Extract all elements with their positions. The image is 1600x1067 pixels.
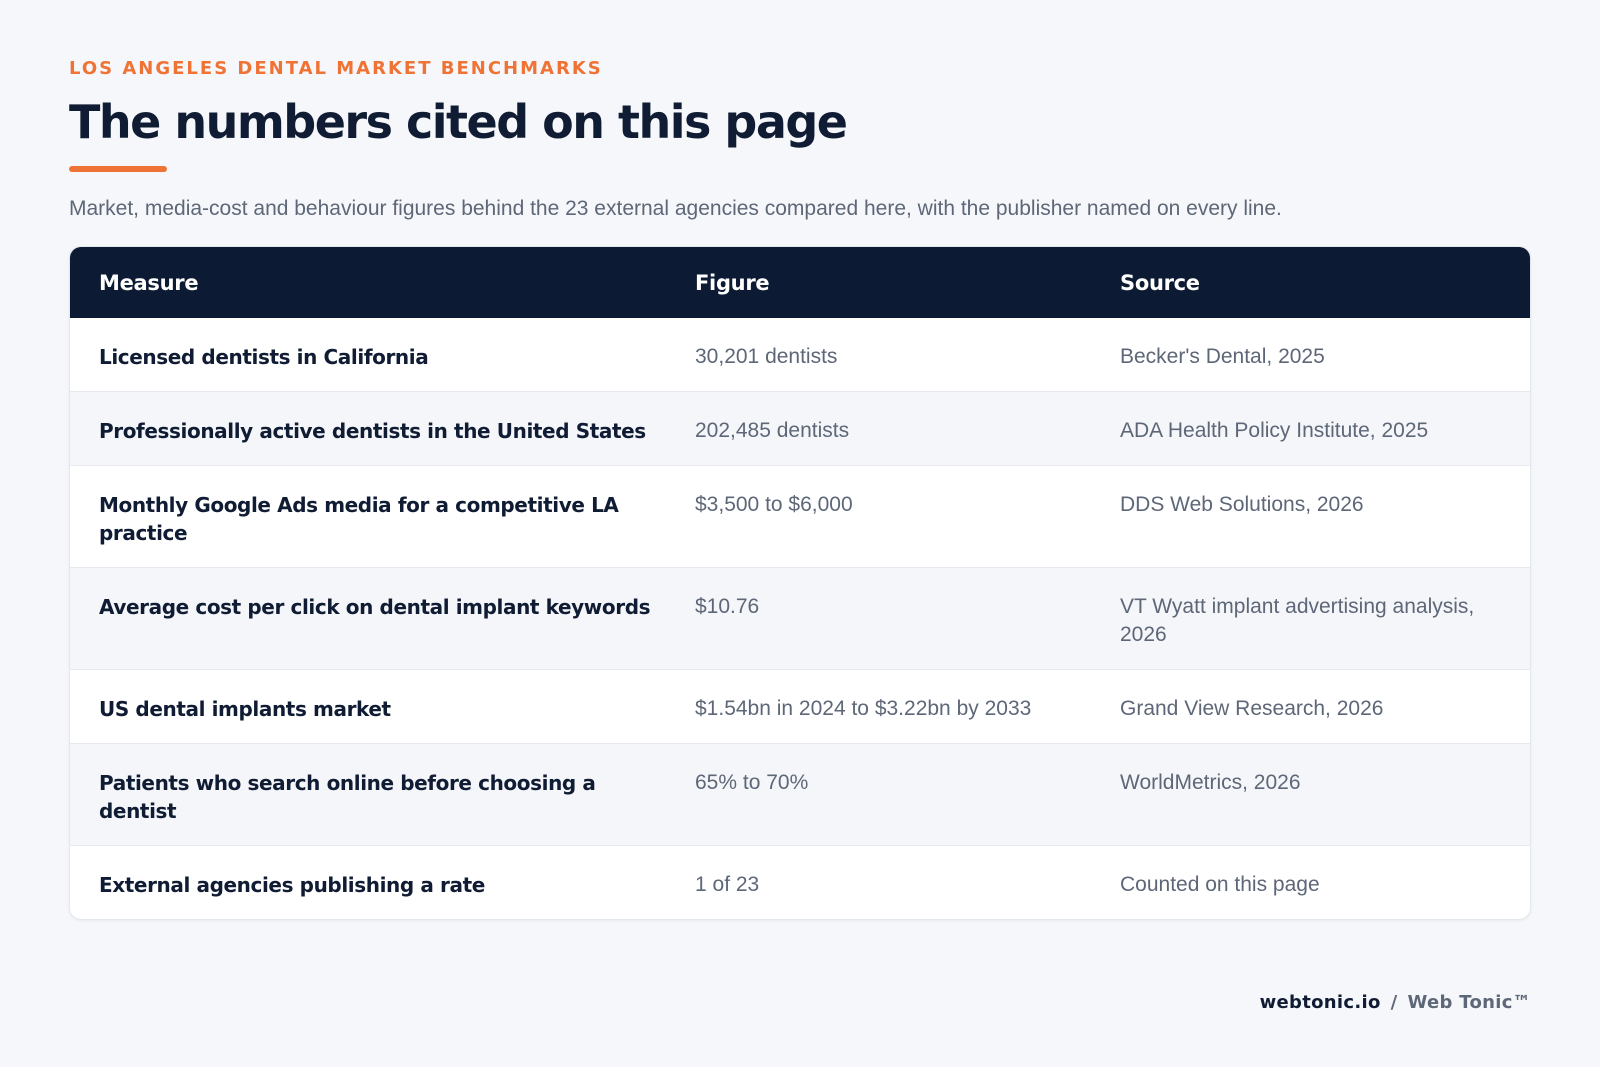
column-header-source: Source [1120, 270, 1200, 295]
benchmarks-table: Measure Figure Source Licensed dentists … [70, 247, 1530, 919]
table-row: Licensed dentists in California 30,201 de… [70, 318, 1530, 392]
table-row: Monthly Google Ads media for a competiti… [70, 465, 1530, 568]
cell-figure: $10.76 [695, 595, 760, 618]
footer-separator: / [1390, 992, 1398, 1013]
cell-source: VT Wyatt implant advertising analysis, 2… [1120, 595, 1475, 646]
cell-figure: 30,201 dentists [695, 345, 838, 368]
footer-credit: webtonic.io / Web Tonic™ [1260, 990, 1531, 1016]
table-row: Professionally active dentists in the Un… [70, 391, 1530, 466]
page-subtitle: Market, media-cost and behaviour figures… [69, 197, 1282, 220]
cell-source: ADA Health Policy Institute, 2025 [1120, 419, 1429, 442]
table-body: Licensed dentists in California 30,201 de… [70, 318, 1530, 919]
column-header-measure: Measure [99, 270, 199, 295]
cell-figure: $1.54bn in 2024 to $3.22bn by 2033 [695, 697, 1032, 720]
table-header: Measure Figure Source [70, 247, 1530, 318]
cell-figure: 65% to 70% [695, 771, 809, 794]
cell-source: Grand View Research, 2026 [1120, 697, 1384, 720]
table-row: Patients who search online before choosi… [70, 743, 1530, 846]
column-header-figure: Figure [695, 270, 770, 295]
cell-source: Counted on this page [1120, 873, 1320, 896]
cell-measure: Monthly Google Ads media for a competiti… [99, 493, 619, 545]
eyebrow-label: LOS ANGELES DENTAL MARKET BENCHMARKS [69, 58, 603, 79]
cell-measure: Average cost per click on dental implant… [99, 595, 651, 619]
cell-source: Becker's Dental, 2025 [1120, 345, 1325, 368]
benchmarks-table-card: Measure Figure Source Licensed dentists … [69, 246, 1531, 920]
cell-measure: Patients who search online before choosi… [99, 771, 596, 823]
table-header-row: Measure Figure Source [70, 247, 1530, 318]
cell-measure: External agencies publishing a rate [99, 873, 485, 897]
cell-figure: 1 of 23 [695, 873, 760, 896]
table-row: External agencies publishing a rate 1 of … [70, 845, 1530, 920]
cell-source: DDS Web Solutions, 2026 [1120, 493, 1364, 516]
footer-domain: webtonic.io [1259, 992, 1381, 1013]
cell-measure: Licensed dentists in California [99, 345, 429, 369]
cell-figure: $3,500 to $6,000 [695, 493, 853, 516]
title-accent-rule [69, 166, 167, 172]
footer-brand: Web Tonic™ [1407, 992, 1531, 1013]
cell-measure: US dental implants market [99, 697, 391, 721]
table-row: Average cost per click on dental implant… [70, 567, 1530, 670]
cell-figure: 202,485 dentists [695, 419, 850, 442]
cell-measure: Professionally active dentists in the Un… [99, 419, 646, 443]
page-title: The numbers cited on this page [69, 95, 848, 149]
cell-source: WorldMetrics, 2026 [1120, 771, 1301, 794]
table-row: US dental implants market $1.54bn in 2024… [70, 669, 1530, 744]
benchmarks-page: LOS ANGELES DENTAL MARKET BENCHMARKS The… [69, 56, 1531, 920]
